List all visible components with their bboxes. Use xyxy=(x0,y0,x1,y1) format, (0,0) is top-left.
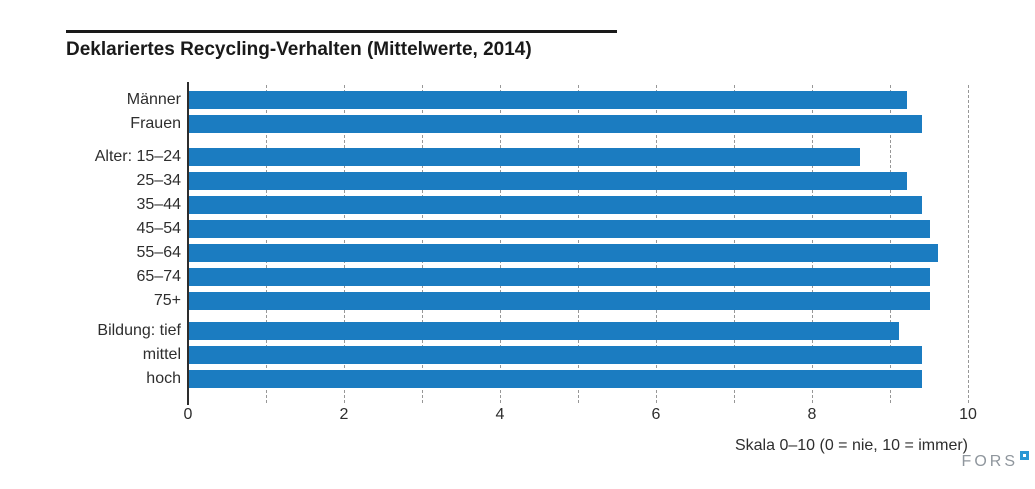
x-tick-label-6: 6 xyxy=(651,406,661,423)
fors-logo-text: FORS xyxy=(961,453,1018,470)
bar xyxy=(189,292,930,310)
bar xyxy=(189,172,907,190)
bar xyxy=(189,115,922,133)
bar xyxy=(189,346,922,364)
category-label: Männer xyxy=(126,91,181,108)
bar xyxy=(189,91,907,109)
category-label: 55–64 xyxy=(136,244,182,261)
title-rule xyxy=(66,30,617,33)
fors-logo: FORS xyxy=(961,451,1029,471)
category-label: hoch xyxy=(146,370,181,387)
bar xyxy=(189,370,922,388)
bar xyxy=(189,322,899,340)
x-tick-label-0: 0 xyxy=(183,406,193,423)
bar xyxy=(189,196,922,214)
bar xyxy=(189,244,938,262)
x-tick-label-4: 4 xyxy=(495,406,505,423)
category-label: mittel xyxy=(142,346,181,363)
x-tick-label-10: 10 xyxy=(959,406,977,423)
category-label: Frauen xyxy=(130,115,181,132)
gridline-10 xyxy=(968,85,969,403)
category-label: Bildung: tief xyxy=(97,322,181,339)
x-axis-scale-note: Skala 0–10 (0 = nie, 10 = immer) xyxy=(734,437,968,454)
bar xyxy=(189,148,860,166)
chart-title: Deklariertes Recycling-Verhalten (Mittel… xyxy=(66,39,532,60)
category-label: 75+ xyxy=(153,292,181,309)
category-label: 65–74 xyxy=(136,268,182,285)
x-tick-label-8: 8 xyxy=(807,406,817,423)
fors-logo-square-icon xyxy=(1020,451,1029,460)
category-label: 25–34 xyxy=(136,172,182,189)
y-axis-baseline xyxy=(187,82,189,405)
category-label: Alter: 15–24 xyxy=(94,148,181,165)
bar xyxy=(189,220,930,238)
category-label: 35–44 xyxy=(136,196,182,213)
category-label: 45–54 xyxy=(136,220,182,237)
bar xyxy=(189,268,930,286)
x-tick-label-2: 2 xyxy=(339,406,349,423)
